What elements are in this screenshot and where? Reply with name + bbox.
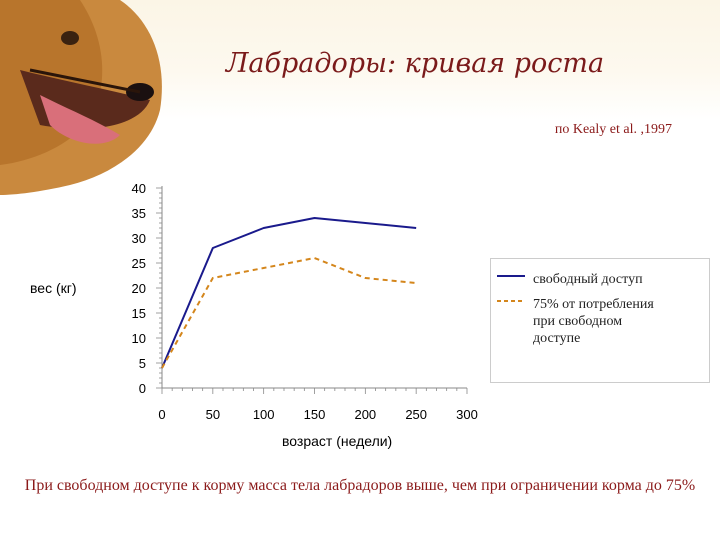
x-tick-label: 200 (354, 407, 376, 422)
chart-axes (156, 186, 468, 394)
x-tick-label: 0 (158, 407, 165, 422)
y-tick-label: 20 (132, 281, 146, 296)
y-tick-label: 35 (132, 206, 146, 221)
legend-item-free: свободный доступ (497, 271, 693, 288)
y-tick-label: 40 (132, 181, 146, 196)
x-tick-label: 250 (405, 407, 427, 422)
series-line-free (161, 217, 417, 369)
legend-label-restricted: 75% от потребления при свободном доступе (533, 297, 654, 346)
y-axis-label: вес (кг) (30, 280, 77, 296)
dog-illustration (0, 0, 162, 195)
x-tick-label: 50 (206, 407, 220, 422)
legend-label-free: свободный доступ (533, 272, 643, 287)
y-tick-label: 30 (132, 231, 146, 246)
x-axis-label: возраст (недели) (282, 433, 393, 449)
y-tick-label: 15 (132, 306, 146, 321)
y-tick-label: 0 (139, 381, 146, 396)
y-tick-label: 10 (132, 331, 146, 346)
legend-swatch-solid (497, 275, 525, 277)
series-line-restricted (161, 257, 417, 369)
chart-legend: свободный доступ 75% от потребления при … (490, 258, 710, 383)
legend-item-restricted: 75% от потребления при свободном доступе (497, 296, 693, 347)
slide-title: Лабрадоры: кривая роста (225, 48, 605, 79)
source-citation: по Kealy et al. ,1997 (554, 122, 672, 137)
x-tick-label: 100 (253, 407, 275, 422)
legend-swatch-dashed (497, 300, 525, 302)
x-tick-label: 150 (304, 407, 326, 422)
slide-caption: При свободном доступе к корму масса тела… (24, 477, 696, 494)
y-tick-label: 25 (132, 256, 146, 271)
y-tick-label: 5 (139, 356, 146, 371)
series-lines (161, 217, 417, 369)
x-tick-label: 300 (456, 407, 478, 422)
y-tick-labels: 0 5 10 15 20 25 30 35 40 (132, 181, 146, 396)
x-tick-labels: 0 50 100 150 200 250 300 (158, 407, 477, 422)
